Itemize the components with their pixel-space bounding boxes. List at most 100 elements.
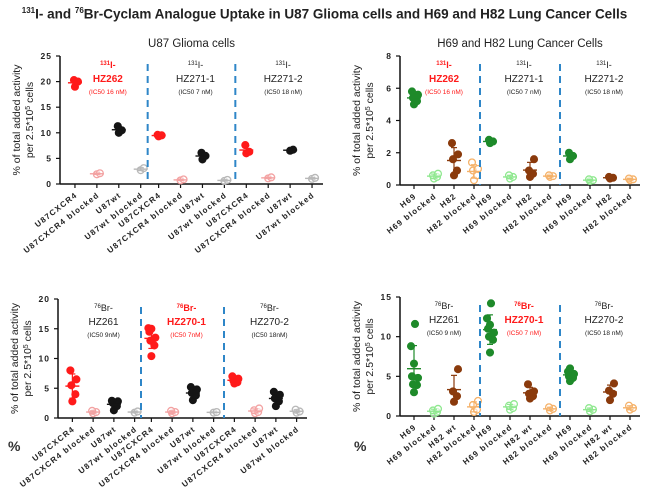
panel-title: H69 and H82 Lung Cancer Cells	[437, 38, 603, 50]
y-tick-label: 25	[41, 51, 52, 61]
group-isotope: 76Br-	[94, 303, 113, 313]
isotope-symbol: Br-	[101, 303, 113, 313]
y-tick-label: 8	[386, 51, 392, 61]
group-compound-name: HZ262	[429, 74, 459, 85]
data-point	[485, 348, 495, 357]
superscript: 5	[25, 106, 32, 110]
y-axis-label-rest: cells	[24, 82, 36, 106]
group-ic50: (IC50 7 nM)	[507, 89, 541, 96]
y-tick-label: 6	[386, 83, 392, 93]
isotope-symbol: Br-	[267, 303, 279, 313]
group-isotope: 76Br-	[177, 303, 197, 313]
isotope-mass: 131	[436, 61, 447, 67]
y-axis-label: % of total added activity	[11, 64, 23, 176]
y-axis-label: % of total added activity	[9, 302, 21, 414]
isotope-mass: 76	[177, 304, 184, 310]
stray-percent-mark: %	[8, 438, 21, 454]
data-point	[467, 158, 477, 167]
isotope-symbol: Br-	[521, 301, 534, 311]
y-tick-label: 0	[386, 411, 392, 421]
data-point	[529, 387, 539, 396]
group-isotope: 131I-	[100, 60, 116, 70]
group-ic50: (IC50 7 nM)	[507, 330, 541, 337]
y-axis-label: % of total added activity	[351, 300, 363, 412]
group-ic50: (IC50 9nM)	[87, 332, 120, 339]
data-point	[453, 365, 463, 374]
y-tick-label: 0	[386, 180, 392, 190]
group-compound-name: HZ261	[88, 317, 118, 328]
group-compound-name: HZ271-2	[585, 74, 624, 85]
y-axis-label: per 2.5*105 cells	[364, 318, 376, 394]
group-isotope: 131I-	[596, 60, 612, 70]
group-compound-name: HZ270-1	[167, 317, 206, 328]
isotope-symbol: I-	[110, 60, 116, 70]
group-isotope: 131I-	[275, 60, 291, 70]
isotope-symbol: Br-	[441, 301, 453, 311]
group-ic50: (IC50 18nM)	[251, 332, 287, 339]
group-ic50: (IC50 16 nM)	[425, 89, 463, 96]
isotope-symbol: I-	[285, 60, 291, 70]
data-point	[453, 150, 463, 159]
isotope-mass: 76	[260, 304, 267, 310]
y-tick-label: 5	[44, 383, 50, 393]
group-isotope: 131I-	[188, 60, 204, 70]
data-point	[67, 381, 76, 390]
figure-title: 131I- and 76Br-Cyclam Analogue Uptake in…	[0, 6, 649, 22]
group-ic50: (IC50 7 nM)	[178, 89, 212, 96]
title-text: Br-Cyclam Analogue Uptake in U87 Glioma …	[83, 6, 628, 22]
data-point	[447, 139, 457, 148]
y-tick-label: 15	[39, 324, 50, 334]
group-ic50: (IC50 16 nM)	[89, 89, 127, 96]
y-tick-label: 0	[44, 413, 50, 423]
y-tick-label: 2	[386, 148, 392, 158]
data-point	[604, 386, 614, 395]
y-tick-label: 5	[46, 153, 52, 163]
data-point	[66, 366, 75, 375]
y-axis-label: % of total added activity	[351, 64, 363, 176]
isotope-mass: 76	[514, 302, 521, 308]
y-axis-label-rest: cells	[22, 320, 34, 344]
y-tick-label: 10	[381, 332, 392, 342]
y-axis-label: per 2.5*105 cells	[22, 320, 34, 396]
data-point	[410, 319, 420, 329]
group-compound-name: HZ270-2	[585, 315, 624, 326]
isotope-mass: 131	[516, 61, 527, 67]
group-compound-name: HZ262	[93, 74, 123, 85]
y-tick-label: 5	[386, 371, 392, 381]
y-axis-label-rest: cells	[364, 82, 376, 106]
y-tick-label: 10	[39, 354, 50, 364]
group-isotope: 76Br-	[514, 301, 534, 311]
data-point	[486, 299, 496, 308]
data-point	[529, 155, 539, 164]
data-point	[482, 314, 492, 323]
isotope-mass: 76	[435, 302, 442, 308]
y-axis-label-rest: cells	[364, 318, 376, 342]
group-compound-name: HZ270-1	[505, 315, 544, 326]
stray-percent-mark: %	[354, 438, 367, 454]
y-tick-label: 0	[46, 179, 52, 189]
chart-panel-4: % of total added activity per 2.5*105 cel…	[351, 292, 640, 467]
data-point	[71, 390, 80, 399]
isotope-symbol: I-	[446, 60, 452, 70]
title-text: I- and	[35, 6, 75, 22]
panel-title: U87 Glioma cells	[148, 38, 235, 50]
chart-panel-1: U87 Glioma cells % of total added activit…	[11, 38, 323, 255]
group-ic50: (IC50 18 nM)	[264, 89, 302, 96]
group-ic50: (IC50 18 nM)	[585, 330, 623, 337]
isotope-mass: 131	[596, 61, 607, 67]
group-ic50: (IC50 9 nM)	[427, 330, 461, 337]
group-isotope: 131I-	[436, 60, 452, 70]
superscript: 5	[23, 344, 30, 348]
isotope-symbol: I-	[526, 60, 532, 70]
y-axis-label: per 2.5*105 cells	[364, 82, 376, 158]
isotope-symbol: Br-	[183, 303, 196, 313]
group-ic50: (IC50 18 nM)	[585, 89, 623, 96]
group-compound-name: HZ271-1	[505, 74, 544, 85]
y-axis-label: per 2.5*105 cells	[24, 82, 36, 158]
isotope-mass: 131	[100, 61, 111, 67]
y-tick-label: 15	[41, 102, 52, 112]
group-isotope: 76Br-	[595, 301, 614, 311]
data-point	[147, 352, 156, 361]
data-point	[523, 380, 533, 389]
